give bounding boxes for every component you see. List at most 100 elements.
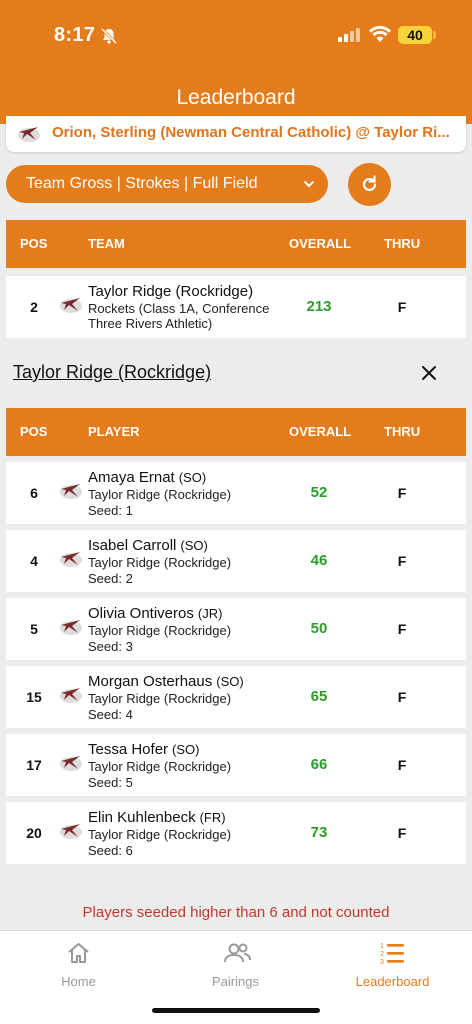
tab-leaderboard-label: Leaderboard <box>355 974 430 989</box>
wifi-icon <box>369 25 391 42</box>
page-title: Leaderboard <box>176 86 296 109</box>
rockets-logo-icon <box>60 298 82 313</box>
rockets-logo-icon <box>60 552 82 567</box>
header-overall: OVERALL <box>289 236 352 251</box>
player-row[interactable]: 6 Amaya Ernat (SO) Taylor Ridge (Rockridg… <box>6 462 466 524</box>
player-thru: F <box>397 825 407 841</box>
filter-label: Team Gross | Strokes | Full Field <box>26 175 258 192</box>
header-thru: THRU <box>384 424 421 439</box>
bottom-tab-bar: Home Pairings 1 2 3 Leaderboard <box>0 930 472 1024</box>
player-overall: 52 <box>310 484 328 501</box>
player-thru: F <box>397 553 407 569</box>
leaderboard-filter-dropdown[interactable]: Team Gross | Strokes | Full Field <box>6 165 328 203</box>
player-seed: Seed: 3 <box>88 639 133 654</box>
player-name-text: Morgan Osterhaus <box>88 673 213 690</box>
player-row[interactable]: 20 Elin Kuhlenbeck (FR) Taylor Ridge (Roc… <box>6 802 466 864</box>
player-name: Amaya Ernat (SO) <box>88 469 206 486</box>
people-icon <box>224 943 251 963</box>
player-grade: (SO) <box>178 470 207 485</box>
battery-icon: 40 <box>398 26 432 44</box>
rockets-logo-icon <box>60 620 82 635</box>
player-school: Taylor Ridge (Rockridge) <box>88 555 232 570</box>
match-title: Orion, Sterling (Newman Central Catholic… <box>52 124 450 141</box>
rockets-logo-icon <box>60 756 82 771</box>
selected-team-link[interactable]: Taylor Ridge (Rockridge) <box>13 362 212 382</box>
player-pos: 4 <box>30 553 38 569</box>
player-name: Tessa Hofer (SO) <box>88 741 200 758</box>
tab-pairings[interactable]: Pairings <box>157 931 314 1001</box>
player-thru: F <box>397 689 407 705</box>
tab-leaderboard[interactable]: 1 2 3 Leaderboard <box>314 931 471 1001</box>
team-name: Taylor Ridge (Rockridge) <box>88 283 254 300</box>
player-pos: 5 <box>30 621 38 637</box>
player-name: Morgan Osterhaus (SO) <box>88 673 244 690</box>
player-row[interactable]: 15 Morgan Osterhaus (SO) Taylor Ridge (Ro… <box>6 666 466 728</box>
bell-muted-icon <box>100 27 118 45</box>
tab-home[interactable]: Home <box>0 931 157 1001</box>
player-grade: (SO) <box>172 742 200 757</box>
svg-text:3: 3 <box>380 959 384 965</box>
home-indicator <box>152 1008 320 1013</box>
header-pos: POS <box>20 236 48 251</box>
player-school: Taylor Ridge (Rockridge) <box>88 623 232 638</box>
player-thru: F <box>397 757 407 773</box>
close-icon[interactable] <box>420 364 438 382</box>
player-name-text: Tessa Hofer <box>88 741 169 758</box>
refresh-icon <box>362 175 377 191</box>
player-pos: 20 <box>26 825 42 841</box>
header-thru: THRU <box>384 236 421 251</box>
status-time: 8:17 <box>54 24 96 46</box>
tab-pairings-label: Pairings <box>212 974 259 989</box>
battery-nub <box>433 31 436 39</box>
rockets-logo-icon <box>60 824 82 839</box>
player-seed: Seed: 5 <box>88 775 133 790</box>
player-table-header: POS PLAYER OVERALL THRU <box>6 408 466 456</box>
player-grade: (SO) <box>180 538 208 553</box>
player-row[interactable]: 4 Isabel Carroll (SO) Taylor Ridge (Rockr… <box>6 530 466 592</box>
list-numbered-icon: 1 2 3 <box>380 943 404 965</box>
player-name-text: Isabel Carroll <box>88 537 177 554</box>
player-row[interactable]: 17 Tessa Hofer (SO) Taylor Ridge (Rockrid… <box>6 734 466 796</box>
player-name: Olivia Ontiveros (JR) <box>88 605 222 622</box>
rockets-logo-icon <box>60 688 82 703</box>
player-name: Isabel Carroll (SO) <box>88 537 208 554</box>
team-detail: Rockets (Class 1A, Conference Three Rive… <box>88 301 270 331</box>
player-overall: 50 <box>310 620 328 637</box>
player-school: Taylor Ridge (Rockridge) <box>88 827 232 842</box>
player-overall: 46 <box>310 552 328 569</box>
team-thru: F <box>397 299 407 315</box>
player-grade: (FR) <box>199 810 226 825</box>
player-grade: (JR) <box>197 606 223 621</box>
player-pos: 15 <box>26 689 42 705</box>
header-overall: OVERALL <box>289 424 352 439</box>
team-table-header: POS TEAM OVERALL THRU <box>6 220 466 268</box>
player-school: Taylor Ridge (Rockridge) <box>88 691 232 706</box>
team-row[interactable]: 2 Taylor Ridge (Rockridge) Rockets (Clas… <box>6 276 466 338</box>
header-pos: POS <box>20 424 48 439</box>
player-thru: F <box>397 621 407 637</box>
rockets-logo-icon <box>60 484 82 499</box>
player-seed: Seed: 1 <box>88 503 133 518</box>
player-seed: Seed: 6 <box>88 843 133 858</box>
player-seed: Seed: 2 <box>88 571 133 586</box>
app-header: 8:17 40 Leaderboard <box>0 0 472 124</box>
player-name-text: Elin Kuhlenbeck <box>88 809 196 826</box>
player-name: Elin Kuhlenbeck (FR) <box>88 809 226 826</box>
player-overall: 66 <box>310 756 328 773</box>
refresh-button[interactable] <box>348 163 391 206</box>
match-card[interactable]: Orion, Sterling (Newman Central Catholic… <box>6 116 466 152</box>
player-thru: F <box>397 485 407 501</box>
player-row[interactable]: 5 Olivia Ontiveros (JR) Taylor Ridge (Roc… <box>6 598 466 660</box>
home-icon <box>68 943 89 963</box>
svg-text:2: 2 <box>380 951 384 958</box>
player-name-text: Olivia Ontiveros <box>88 605 194 622</box>
player-grade: (SO) <box>216 674 244 689</box>
chevron-down-icon <box>304 181 314 188</box>
player-school: Taylor Ridge (Rockridge) <box>88 759 232 774</box>
player-pos: 6 <box>30 485 38 501</box>
rockets-logo-icon <box>18 127 40 142</box>
header-team: TEAM <box>88 236 125 251</box>
team-pos: 2 <box>30 299 38 315</box>
player-name-text: Amaya Ernat <box>88 469 175 486</box>
seed-footnote: Players seeded higher than 6 and not cou… <box>82 904 390 921</box>
